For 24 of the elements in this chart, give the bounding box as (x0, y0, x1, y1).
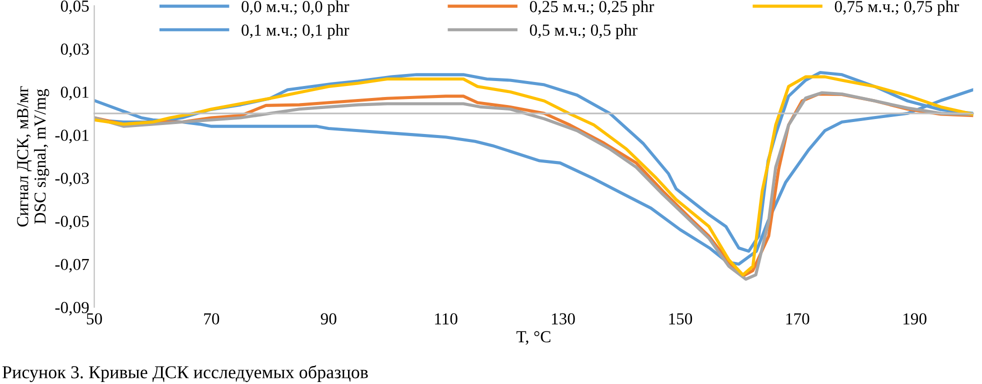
y-tick-label: 0,03 (60, 44, 89, 58)
y-tick-label: -0,03 (55, 172, 89, 186)
y-tick-label: 0,01 (60, 86, 88, 100)
y-tick-label: -0,07 (55, 258, 89, 272)
legend-label: 0,1 м.ч.; 0,1 phr (242, 24, 350, 40)
text: Рисунок 3. Кривые ДСК исследуемых образцов (2, 365, 368, 382)
x-tick-label: 130 (552, 313, 575, 324)
y-tick-label: -0,09 (55, 302, 89, 316)
x-tick-label: 70 (204, 313, 220, 324)
x-tick-label: 50 (86, 313, 102, 324)
legend-label: 0,75 м.ч.; 0,75 phr (834, 0, 960, 16)
x-tick-label: 110 (435, 313, 458, 324)
y-axis-title: Сигнал ДСК, мВ/мг DSC signal, mV/mg (17, 86, 50, 227)
legend-label: 0,25 м.ч.; 0,25 phr (530, 0, 654, 16)
x-tick-label: 170 (786, 313, 810, 324)
legend-label: 0,0 м.ч.; 0,0 phr (242, 0, 350, 16)
x-tick-label: 190 (904, 313, 926, 324)
x-tick-label: 150 (669, 313, 692, 324)
legend-label: 0,5 м.ч.; 0,5 phr (530, 24, 638, 40)
y-tick-label: 0,05 (60, 0, 89, 14)
y-tick-label: -0,01 (55, 130, 88, 144)
y-tick-label: -0,05 (55, 216, 89, 230)
x-tick-label: 90 (320, 313, 336, 324)
x-axis-title: T, °C (516, 331, 550, 345)
